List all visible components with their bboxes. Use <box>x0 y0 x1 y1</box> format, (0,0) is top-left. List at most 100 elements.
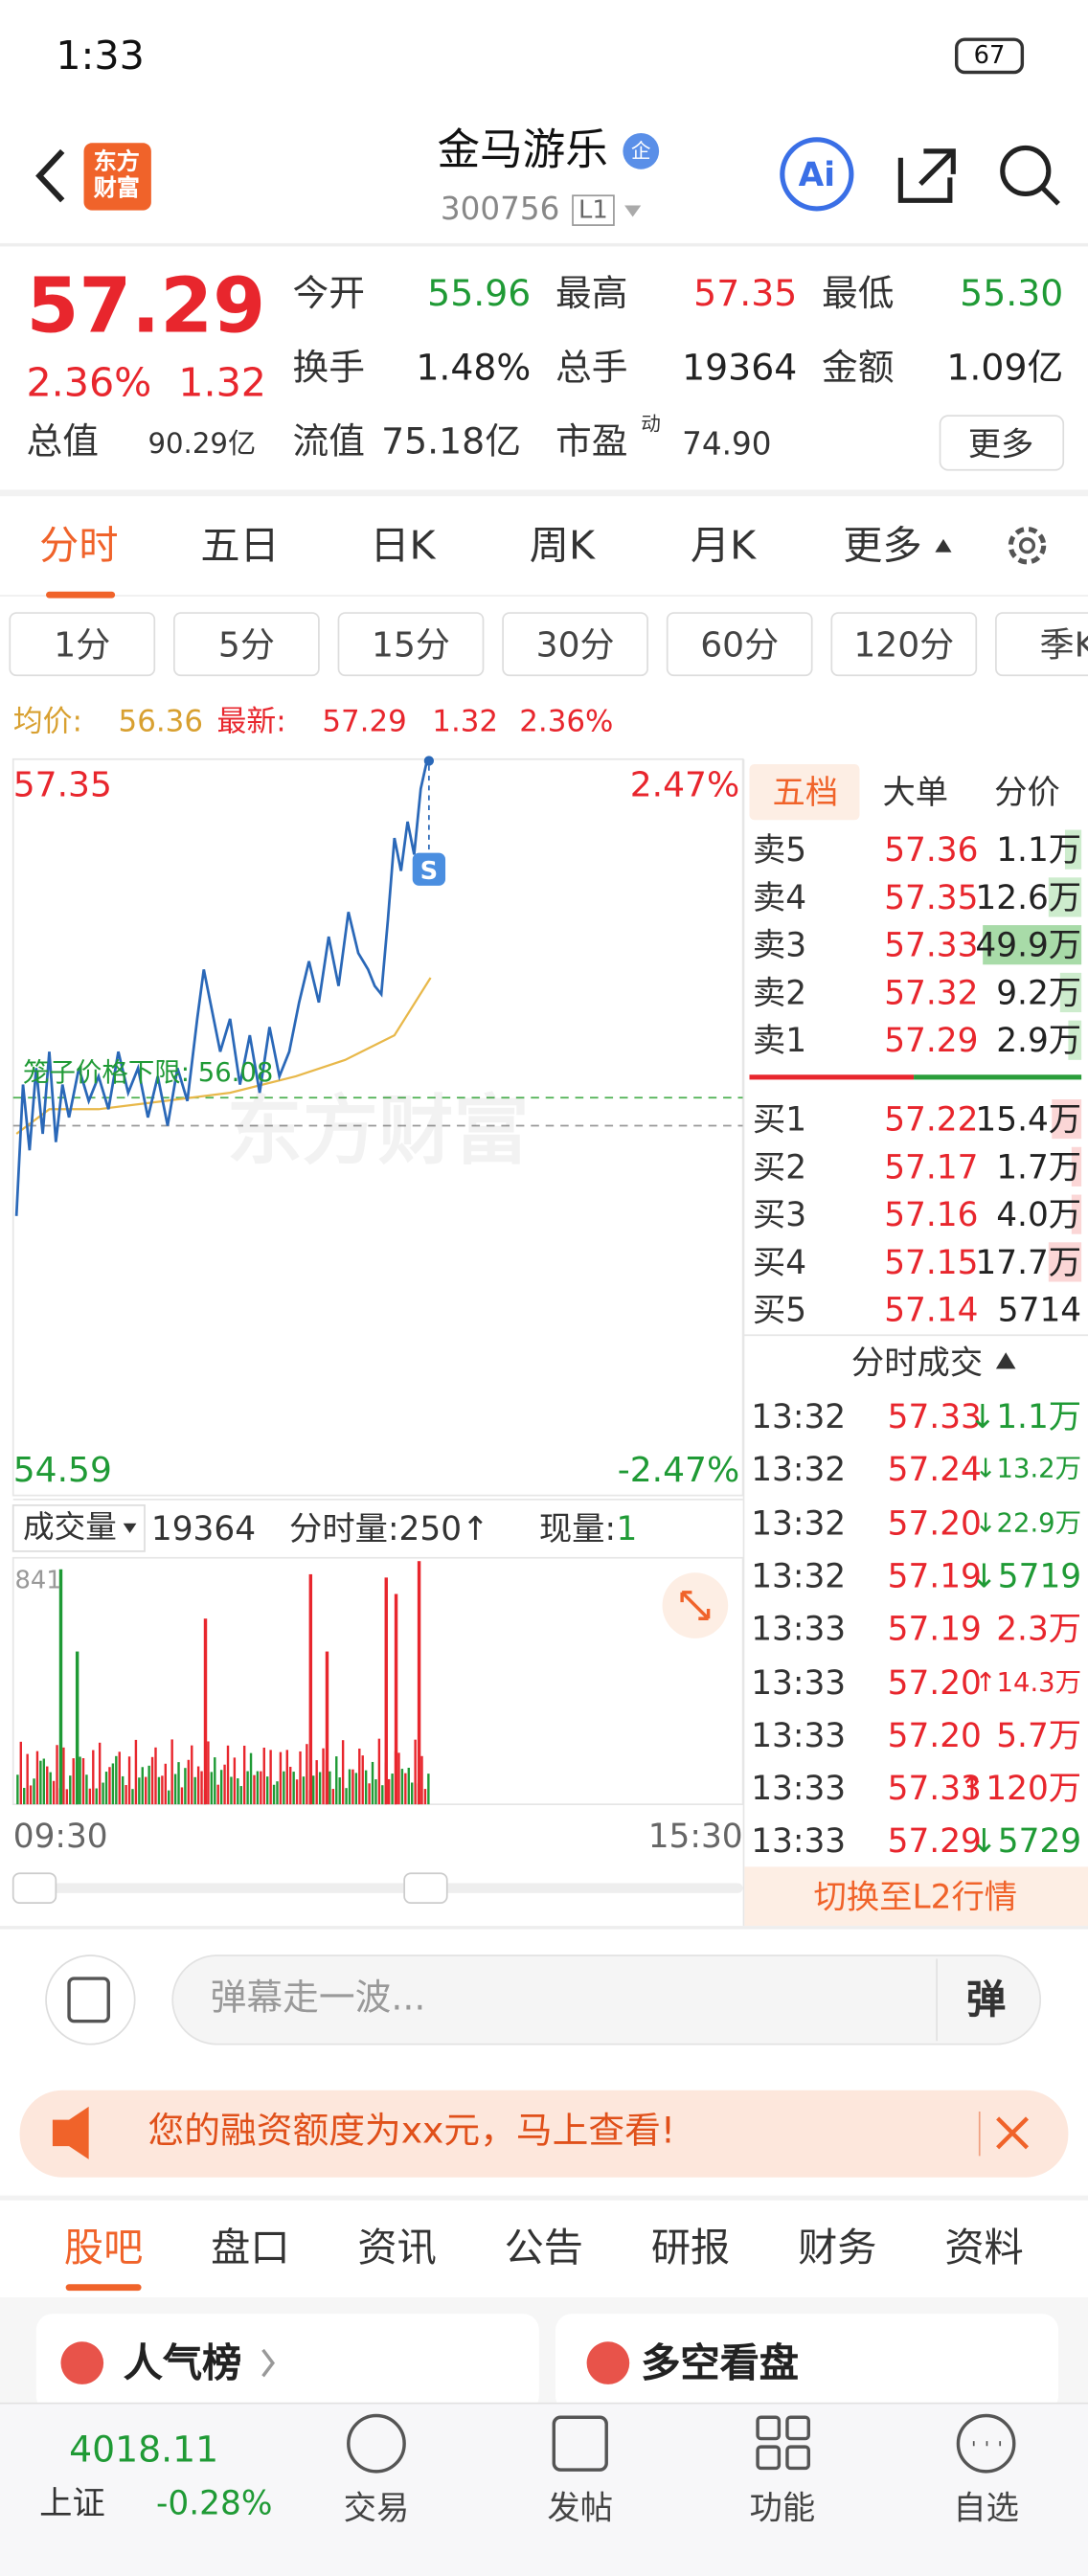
volume-bar <box>65 1789 69 1805</box>
volume-bar <box>312 1775 315 1805</box>
section-tab[interactable]: 资料 <box>944 2225 1024 2271</box>
field-label: 金额 <box>822 348 895 390</box>
card[interactable] <box>35 2314 539 2413</box>
last-change: 1.32 <box>432 705 499 740</box>
more-button[interactable] <box>939 415 1065 471</box>
book-tab[interactable]: 五档 <box>772 772 839 812</box>
tab[interactable]: 周K <box>529 522 595 569</box>
section-tab[interactable]: 股吧 <box>63 2225 144 2271</box>
volume-bar <box>216 1784 219 1805</box>
divider <box>742 758 745 1927</box>
banner-text[interactable]: 您的融资额度为xx元，马上查看! <box>147 2112 676 2153</box>
scroll-handle[interactable] <box>11 1872 57 1904</box>
comment-placeholder[interactable]: 弹幕走一波... <box>210 1978 426 2020</box>
period[interactable]: 1分 <box>54 624 111 666</box>
tab[interactable]: 分时 <box>39 522 119 569</box>
post-icon[interactable] <box>552 2415 608 2472</box>
book-label: 买4 <box>752 1242 807 1282</box>
vol-max: 841 <box>14 1565 62 1595</box>
function-icon[interactable] <box>756 2415 810 2471</box>
danmu-button[interactable]: 弹 <box>966 1977 1007 2023</box>
card[interactable] <box>555 2314 1059 2413</box>
tab[interactable]: 日K <box>370 522 436 569</box>
switch-bg[interactable] <box>744 1866 1088 1927</box>
period-buttons <box>9 612 1088 677</box>
section-tab[interactable]: 资讯 <box>357 2225 437 2271</box>
card-title[interactable]: 人气榜 <box>123 2339 242 2386</box>
period[interactable]: 30分 <box>535 624 615 666</box>
volume-bar <box>134 1739 138 1805</box>
volume-bar <box>306 1744 308 1805</box>
card-title[interactable]: 多空看盘 <box>641 2339 799 2386</box>
volume-bar <box>69 1775 72 1805</box>
book-tab[interactable]: 分价 <box>994 772 1060 812</box>
volume-bar <box>302 1776 306 1805</box>
vol-select[interactable] <box>11 1503 146 1552</box>
field-label: 流值 <box>292 422 365 463</box>
book-label: 卖3 <box>752 925 807 965</box>
switch-l2[interactable]: 切换至L2行情 <box>813 1876 1018 1916</box>
banner-bg[interactable] <box>19 2090 1069 2178</box>
volume-bar <box>242 1745 246 1805</box>
back-icon[interactable] <box>35 148 65 203</box>
more-button[interactable]: 更多 <box>967 423 1034 463</box>
nav-item[interactable]: 交易 <box>343 2488 410 2528</box>
period[interactable]: 15分 <box>372 624 450 666</box>
ai-button[interactable]: Ai <box>798 154 836 194</box>
volume-bar <box>246 1771 249 1805</box>
nav-item[interactable]: 自选 <box>953 2488 1019 2528</box>
scroll-handle[interactable] <box>403 1872 448 1904</box>
volume-bar <box>23 1788 26 1805</box>
search-icon[interactable] <box>1000 145 1052 197</box>
battery <box>954 37 1025 75</box>
tab[interactable]: 五日 <box>200 522 280 569</box>
volume-bar <box>329 1771 331 1805</box>
last-dot <box>423 756 435 766</box>
s-marker-text: S <box>420 857 439 886</box>
section-tab[interactable]: 研报 <box>650 2225 731 2271</box>
volume-bar <box>81 1757 85 1805</box>
volume-bar <box>348 1769 351 1805</box>
trade-icon[interactable] <box>347 2413 406 2474</box>
nav-item[interactable]: 功能 <box>749 2488 816 2528</box>
volume-bar <box>420 1755 423 1805</box>
volume-bar <box>256 1771 260 1805</box>
close-icon[interactable] <box>996 2116 1030 2150</box>
tab[interactable]: 更多 <box>843 522 922 569</box>
volume-bar <box>102 1782 104 1805</box>
watch-icon[interactable] <box>956 2413 1016 2474</box>
caret <box>123 1523 137 1534</box>
section-tab[interactable]: 盘口 <box>211 2225 290 2271</box>
share-icon[interactable] <box>897 148 956 203</box>
comment-icon[interactable] <box>45 1955 136 2045</box>
divider <box>742 1334 1088 1337</box>
ai-icon[interactable] <box>780 137 854 212</box>
section-tab[interactable]: 财务 <box>798 2225 877 2271</box>
cage-label: 笼子价格下限: 56.08 <box>23 1056 274 1088</box>
section-tab[interactable]: 公告 <box>504 2225 583 2271</box>
book-tab[interactable]: 大单 <box>882 772 949 812</box>
status-icons <box>691 37 1019 74</box>
last-label: 最新: <box>216 705 286 740</box>
field-value: 57.35 <box>693 274 798 316</box>
volume-bar <box>145 1776 147 1805</box>
comment-input[interactable] <box>171 1955 1042 2045</box>
volume-bar <box>88 1788 92 1805</box>
nav-item[interactable]: 发帖 <box>547 2488 614 2528</box>
field-value: 1.09亿 <box>946 348 1064 390</box>
settings-icon[interactable] <box>1008 526 1047 565</box>
badge-bg <box>623 132 660 169</box>
period[interactable]: 5分 <box>217 624 275 666</box>
volume-bar <box>223 1764 226 1805</box>
volume-bar <box>46 1766 49 1805</box>
tab[interactable]: 月K <box>690 522 757 569</box>
volume-bar <box>315 1760 318 1805</box>
volume-bar <box>358 1748 361 1805</box>
field-label: 总值 <box>26 422 99 463</box>
volume-bar <box>377 1738 381 1805</box>
period[interactable]: 季K <box>1039 624 1088 666</box>
period[interactable]: 120分 <box>853 624 955 666</box>
book-price: 57.16 <box>884 1194 979 1234</box>
period[interactable]: 60分 <box>700 624 780 666</box>
